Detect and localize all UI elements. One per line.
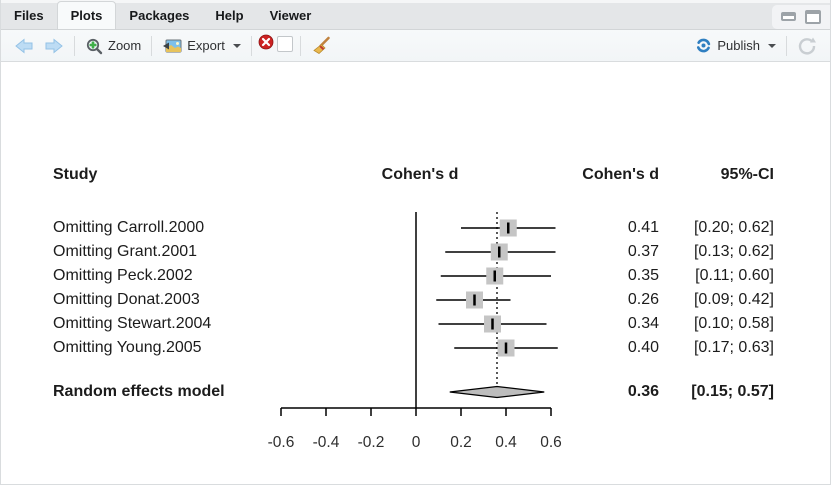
summary-effect-value: 0.36 (627, 383, 659, 400)
tab-plots[interactable]: Plots (56, 1, 117, 29)
zoom-button-label: Zoom (108, 38, 142, 53)
forward-button[interactable] (39, 35, 69, 57)
image-export-icon (163, 39, 182, 52)
estimate-marker (504, 342, 508, 354)
tab-help[interactable]: Help (215, 8, 244, 23)
study-label: Omitting Stewart.2004 (53, 315, 212, 332)
ci-value: [0.13; 0.62] (693, 243, 774, 260)
zoom-button[interactable]: Zoom (80, 34, 146, 58)
maximize-icon[interactable] (805, 9, 821, 24)
forest-plot (280, 212, 558, 416)
estimate-marker (491, 318, 494, 330)
toolbar-separator (786, 35, 787, 56)
publish-button-label: Publish (717, 38, 760, 53)
estimate-marker (498, 246, 501, 258)
estimate-marker (493, 270, 496, 282)
summary-label: Random effects model (53, 383, 225, 400)
effect-value: 0.34 (627, 315, 659, 332)
x-axis-tick-label: 0 (411, 434, 421, 451)
ci-value: [0.17; 0.63] (693, 339, 774, 356)
toolbar-separator (250, 35, 252, 56)
arrow-left-icon (15, 37, 33, 54)
chevron-down-icon (768, 43, 776, 48)
chevron-down-icon (232, 43, 241, 48)
effect-value: 0.26 (627, 291, 659, 308)
toolbar-separator (151, 35, 153, 56)
column-header-ci: 95%-CI (720, 166, 774, 183)
toolbar-right-group: Publish (690, 33, 822, 59)
arrow-right-icon (45, 37, 63, 54)
refresh-button[interactable] (792, 33, 822, 59)
toolbar-separator (299, 35, 301, 56)
ci-value: [0.20; 0.62] (693, 219, 774, 236)
column-header-effect: Cohen's d (582, 166, 659, 183)
effect-value: 0.35 (627, 267, 659, 284)
estimate-marker (473, 294, 476, 306)
tab-files[interactable]: Files (14, 8, 44, 23)
x-axis-tick-label: 0.4 (495, 434, 517, 451)
effect-value: 0.41 (627, 219, 659, 236)
study-label: Omitting Donat.2003 (53, 291, 200, 308)
summary-diamond (449, 385, 545, 399)
column-header-plot: Cohen's d (381, 166, 459, 183)
tab-packages[interactable]: Packages (129, 8, 190, 23)
window-controls (772, 4, 830, 29)
remove-plot-button[interactable] (257, 33, 295, 59)
x-axis-tick-label: 0.2 (450, 434, 472, 451)
effect-value: 0.37 (627, 243, 659, 260)
ci-value: [0.09; 0.42] (693, 291, 774, 308)
plot-viewport: Study Cohen's d Cohen's d 95%-CI Omittin… (1, 62, 830, 484)
magnifier-plus-icon (86, 38, 103, 54)
plot-page-icon (276, 35, 293, 52)
tab-bar: Files Plots Packages Help Viewer (1, 0, 830, 30)
publish-button[interactable]: Publish (690, 34, 781, 57)
refresh-arrow-icon (798, 37, 816, 55)
study-label: Omitting Grant.2001 (53, 243, 198, 260)
study-label: Omitting Peck.2002 (53, 267, 193, 284)
summary-ci-value: [0.15; 0.57] (691, 383, 774, 400)
minimize-icon[interactable] (781, 12, 796, 21)
back-button[interactable] (9, 35, 39, 57)
x-axis-tick-label: -0.2 (357, 434, 385, 451)
ci-value: [0.10; 0.58] (693, 315, 774, 332)
red-circle-x-icon (258, 34, 274, 49)
tab-strip: Files Plots Packages Help Viewer (1, 1, 324, 29)
study-label: Omitting Young.2005 (53, 339, 202, 356)
ci-value: [0.11; 0.60] (695, 267, 774, 284)
x-axis-tick-label: -0.4 (312, 434, 340, 451)
export-button[interactable]: Export (157, 35, 246, 57)
tab-viewer[interactable]: Viewer (269, 8, 312, 23)
export-button-label: Export (187, 38, 225, 53)
estimate-marker (507, 222, 510, 234)
toolbar-separator (74, 35, 75, 56)
broom-icon (313, 36, 330, 54)
x-axis-tick-label: 0.6 (540, 434, 562, 451)
effect-value: 0.40 (627, 339, 659, 356)
clear-plots-button[interactable] (306, 33, 336, 58)
x-axis-tick-label: -0.6 (267, 434, 295, 451)
publish-swirl-icon (696, 38, 711, 53)
column-header-study: Study (53, 166, 98, 183)
plots-toolbar: Zoom Export (1, 30, 830, 62)
study-label: Omitting Carroll.2000 (53, 219, 205, 236)
